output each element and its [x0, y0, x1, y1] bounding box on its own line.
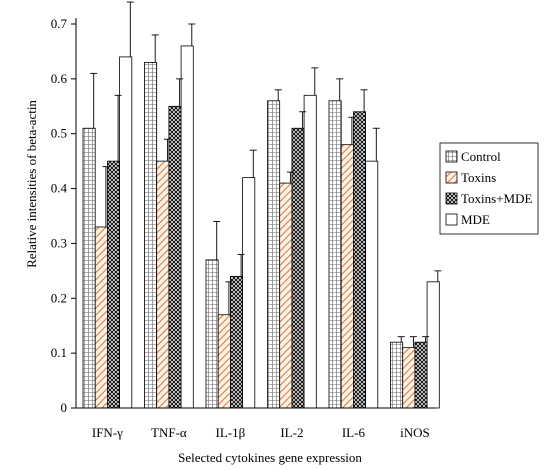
bar-IL-6-Toxins — [340, 144, 354, 409]
bar-IL-1β-MDE — [242, 177, 256, 409]
legend: Control Toxins Toxins+MDE MDE — [439, 142, 539, 235]
y-tick-label: 0 — [61, 400, 68, 415]
bar-IFN-γ-Toxins+MDE — [107, 160, 121, 409]
bar-IFN-γ-Toxins — [94, 226, 108, 409]
bar-iNOS-MDE — [426, 281, 440, 409]
legend-swatch-MDE — [445, 213, 458, 226]
y-tick-label: 0.6 — [51, 71, 68, 86]
y-tick-label: 0.7 — [51, 16, 68, 31]
y-axis-title: Relative intensities of beta-actin — [24, 100, 39, 268]
legend-swatch-Control — [445, 150, 458, 163]
bar-iNOS-Toxins — [402, 347, 416, 409]
legend-label: Control — [461, 149, 501, 164]
legend-swatch-Toxins+MDE — [445, 192, 458, 205]
x-tick-label: IL-2 — [280, 425, 303, 440]
y-tick-label: 0.5 — [51, 126, 67, 141]
x-tick-label: TNF-α — [151, 425, 187, 440]
legend-label: Toxins+MDE — [461, 191, 532, 206]
bar-iNOS-Toxins+MDE — [414, 341, 428, 409]
bar-IL-6-Toxins+MDE — [352, 111, 366, 409]
bar-IL-6-Control — [328, 100, 342, 409]
y-tick-label: 0.1 — [51, 345, 67, 360]
bar-IL-6-MDE — [365, 160, 379, 409]
x-tick-label: IL-6 — [342, 425, 366, 440]
x-tick-label: iNOS — [400, 425, 430, 440]
y-tick-label: 0.4 — [51, 181, 68, 196]
bar-IL-2-MDE — [303, 94, 317, 409]
bar-IFN-γ-Control — [82, 127, 96, 409]
y-tick-label: 0.3 — [51, 235, 67, 250]
bar-IL-2-Toxins+MDE — [291, 127, 305, 409]
bar-IL-2-Control — [267, 100, 281, 409]
bar-TNF-α-Control — [144, 62, 158, 409]
bar-IFN-γ-MDE — [119, 56, 133, 409]
legend-label: MDE — [461, 212, 490, 227]
x-axis-title: Selected cytokines gene expression — [178, 450, 362, 465]
x-tick-label: IFN-γ — [92, 425, 123, 440]
bar-IL-1β-Toxins+MDE — [229, 275, 243, 409]
y-tick-label: 0.2 — [51, 290, 67, 305]
bar-TNF-α-Toxins — [156, 160, 170, 409]
x-tick-label: IL-1β — [216, 425, 246, 440]
bar-IL-1β-Toxins — [217, 314, 231, 409]
bar-TNF-α-Toxins+MDE — [168, 105, 182, 409]
legend-label: Toxins — [461, 170, 496, 185]
bar-IL-1β-Control — [205, 259, 219, 409]
bar-IL-2-Toxins — [279, 182, 293, 409]
bar-iNOS-Control — [390, 341, 404, 409]
bar-TNF-α-MDE — [180, 45, 194, 409]
legend-swatch-Toxins — [445, 171, 458, 184]
